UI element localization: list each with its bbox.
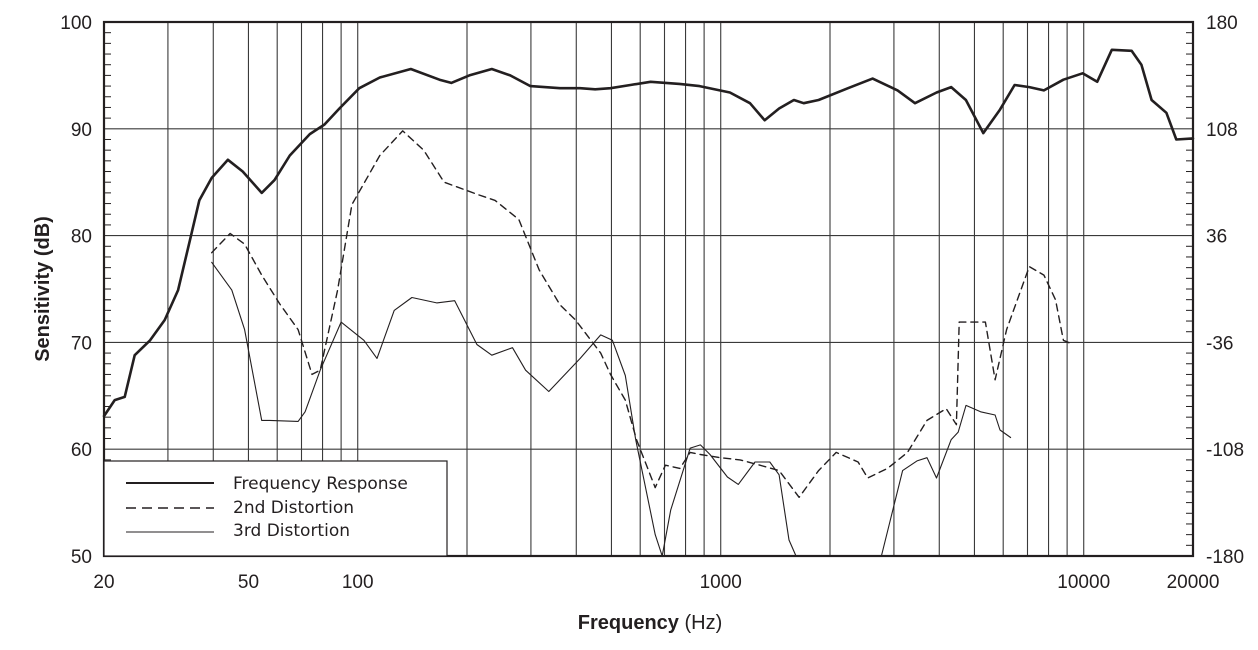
plot-frame [102, 20, 1195, 558]
y2-tick-label: 180 [1206, 13, 1238, 34]
x-tick-label: 20000 [1167, 572, 1220, 593]
legend: Frequency Response 2nd Distortion 3rd Di… [103, 460, 448, 557]
x-tick-label: 100 [342, 572, 374, 593]
series-layer [102, 48, 1195, 557]
y-axis-title: Sensitivity (dB) [32, 216, 54, 362]
y-tick-label: 100 [60, 13, 92, 34]
series-frequency-response [102, 48, 1195, 418]
series-2nd-distortion [210, 130, 1074, 498]
x-axis-title-main: Frequency [578, 612, 685, 634]
x-tick-label: 1000 [700, 572, 742, 593]
y-tick-label: 70 [71, 333, 92, 354]
legend-label-2nd-distortion: 2nd Distortion [233, 498, 354, 518]
series-3rd-distortion [211, 261, 1012, 557]
x-tick-label: 50 [238, 572, 259, 593]
y2-tick-label: 108 [1206, 120, 1238, 141]
y-axis-right-labels: 180 108 36 -36 -108 -180 [1206, 13, 1244, 568]
y2-tick-label: -36 [1206, 333, 1233, 354]
legend-label-3rd-distortion: 3rd Distortion [233, 521, 350, 541]
x-tick-label: 10000 [1057, 572, 1110, 593]
legend-label-frequency-response: Frequency Response [233, 474, 408, 494]
x-axis-labels: 20 50 100 1000 10000 20000 [93, 572, 1219, 593]
y2-tick-label: 36 [1206, 227, 1227, 248]
y-tick-label: 90 [71, 120, 92, 141]
y-axis-left-labels: 100 90 80 70 60 50 [60, 13, 92, 568]
y-tick-label: 60 [71, 440, 92, 461]
x-axis-title: Frequency (Hz) [578, 612, 722, 634]
x-tick-label: 20 [93, 572, 114, 593]
y2-tick-label: -108 [1206, 440, 1244, 461]
y-tick-label: 80 [71, 227, 92, 248]
y-tick-label: 50 [71, 547, 92, 568]
x-axis-title-unit: (Hz) [684, 612, 722, 634]
y2-tick-label: -180 [1206, 547, 1244, 568]
